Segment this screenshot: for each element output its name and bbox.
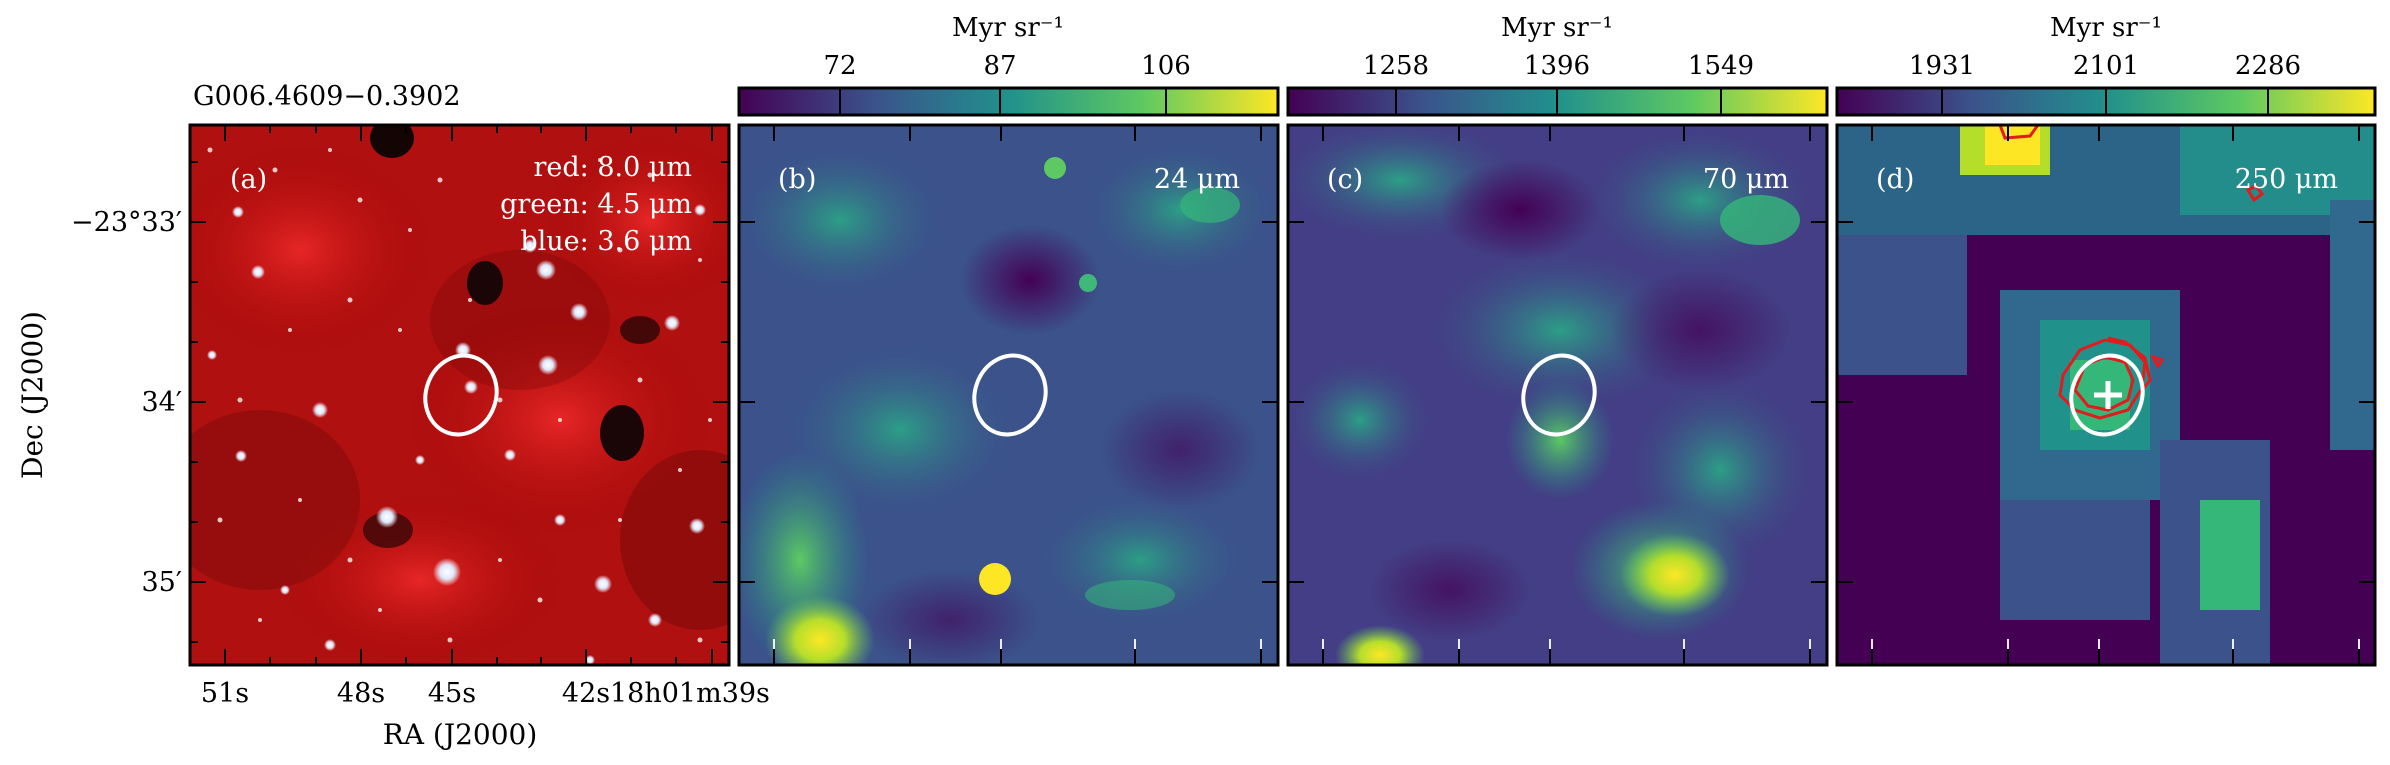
ra-tick-labels: 51s 48s 45s 42s 18h01m39s bbox=[201, 678, 770, 709]
panel-b-ticks bbox=[739, 125, 1278, 665]
panel-c-frame bbox=[1286, 123, 1829, 667]
colorbar-b-tick-label: 87 bbox=[983, 51, 1016, 81]
panel-d: (d) 250 μm bbox=[1837, 125, 2375, 665]
panel-c-structure bbox=[1288, 125, 1810, 665]
colorbar-d-tick-label: 2101 bbox=[2073, 51, 2139, 81]
panel-a-dark-clouds bbox=[363, 125, 660, 548]
panel-b-letter: (b) bbox=[778, 164, 816, 195]
source-name: G006.4609−0.3902 bbox=[193, 81, 461, 112]
panel-d-source-ellipse bbox=[2069, 353, 2145, 437]
panel-d-letter: (d) bbox=[1876, 164, 1914, 195]
colorbar-d: Myr sr⁻¹ 1931 2101 2286 bbox=[1835, 13, 2377, 117]
y-axis-label: Dec (J2000) bbox=[16, 311, 49, 479]
ra-tick-label: 48s bbox=[337, 678, 385, 709]
panel-b: (b) 24 μm bbox=[739, 125, 1278, 665]
panel-d-ticks bbox=[1837, 125, 2375, 665]
ra-tick-label: 18h01m39s bbox=[610, 678, 770, 709]
colorbar-c-tick-label: 1549 bbox=[1688, 51, 1754, 81]
dec-tick-label: 35′ bbox=[142, 567, 183, 598]
panel-d-structure bbox=[1837, 125, 2375, 665]
panel-a-legend-green: green: 4.5 μm bbox=[500, 189, 692, 220]
colorbar-c-tick-label: 1396 bbox=[1524, 51, 1590, 81]
panel-c-band: 70 μm bbox=[1703, 164, 1789, 195]
panel-a-stars bbox=[207, 204, 706, 665]
panel-a-legend-blue: blue: 3.6 μm bbox=[520, 226, 692, 257]
panel-a-letter: (a) bbox=[230, 164, 267, 195]
x-axis-label: RA (J2000) bbox=[383, 718, 538, 751]
axis-tick-marks bbox=[190, 125, 2375, 665]
dec-tick-label: −23°33′ bbox=[71, 207, 182, 238]
panel-c: (c) 70 μm bbox=[1288, 125, 1827, 665]
panel-a-frame bbox=[188, 123, 731, 667]
colorbar-c-unit: Myr sr⁻¹ bbox=[1501, 13, 1613, 43]
panel-a: (a) red: 8.0 μm green: 4.5 μm blue: 3.6 … bbox=[190, 125, 729, 665]
panel-c-source-ellipse bbox=[1521, 353, 1597, 437]
ra-tick-label: 45s bbox=[428, 678, 476, 709]
panel-a-ra-ticks bbox=[224, 125, 713, 665]
panel-d-frame bbox=[1835, 123, 2377, 667]
panel-c-letter: (c) bbox=[1327, 164, 1363, 195]
panel-b-band: 24 μm bbox=[1154, 164, 1240, 195]
dec-tick-labels: −23°33′ 34′ 35′ bbox=[71, 207, 182, 598]
panel-a-faint-stars bbox=[207, 147, 712, 643]
colorbar-d-unit: Myr sr⁻¹ bbox=[2050, 13, 2162, 43]
panel-a-source-ellipse bbox=[423, 353, 499, 437]
colorbar-b-tick-label: 106 bbox=[1141, 51, 1191, 81]
colorbar-b-ticks bbox=[839, 88, 1167, 115]
panel-a-legend-red: red: 8.0 μm bbox=[533, 152, 692, 183]
colorbar-c-tick-label: 1258 bbox=[1363, 51, 1429, 81]
colorbar-b-bar bbox=[737, 86, 1280, 117]
white-tick-marks bbox=[773, 639, 2360, 649]
panel-b-structure bbox=[739, 140, 1278, 665]
panel-a-dec-ticks bbox=[190, 161, 729, 643]
panel-d-peak-cross bbox=[2094, 381, 2122, 409]
colorbar-d-tick-label: 2286 bbox=[2235, 51, 2301, 81]
colorbar-b: Myr sr⁻¹ 72 87 106 bbox=[737, 13, 1280, 117]
panel-b-source-ellipse bbox=[972, 353, 1048, 437]
colorbar-b-unit: Myr sr⁻¹ bbox=[952, 13, 1064, 43]
ra-tick-label: 42s bbox=[562, 678, 610, 709]
colorbar-d-ticks bbox=[1941, 88, 2269, 115]
panel-d-band: 250 μm bbox=[2235, 164, 2338, 195]
colorbar-d-tick-label: 1931 bbox=[1909, 51, 1975, 81]
dec-tick-label: 34′ bbox=[142, 387, 183, 418]
panel-b-frame bbox=[737, 123, 1280, 667]
ra-tick-label: 51s bbox=[201, 678, 249, 709]
colorbar-c: Myr sr⁻¹ 1258 1396 1549 bbox=[1286, 13, 1829, 117]
panel-c-ticks bbox=[1288, 125, 1827, 665]
colorbar-b-tick-label: 72 bbox=[823, 51, 856, 81]
colorbar-c-ticks bbox=[1395, 88, 1722, 115]
